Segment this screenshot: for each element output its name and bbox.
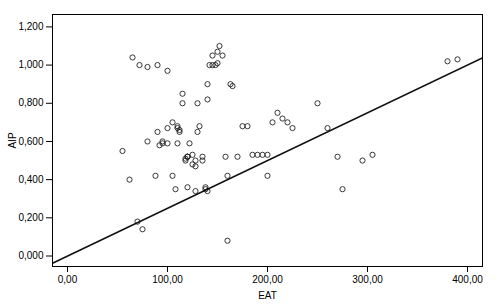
svg-text:1,200: 1,200 [18,21,43,32]
svg-text:400,00: 400,00 [452,274,483,285]
svg-text:100,00: 100,00 [152,274,183,285]
svg-text:0,600: 0,600 [18,136,43,147]
svg-text:EAT: EAT [258,290,277,301]
svg-text:0,800: 0,800 [18,97,43,108]
svg-text:1,000: 1,000 [18,59,43,70]
svg-text:300,00: 300,00 [352,274,383,285]
svg-text:0,000: 0,000 [18,250,43,261]
svg-text:0,200: 0,200 [18,212,43,223]
svg-text:200,00: 200,00 [252,274,283,285]
svg-text:0,00: 0,00 [58,274,78,285]
svg-text:AIP: AIP [7,132,18,148]
svg-text:0,400: 0,400 [18,174,43,185]
